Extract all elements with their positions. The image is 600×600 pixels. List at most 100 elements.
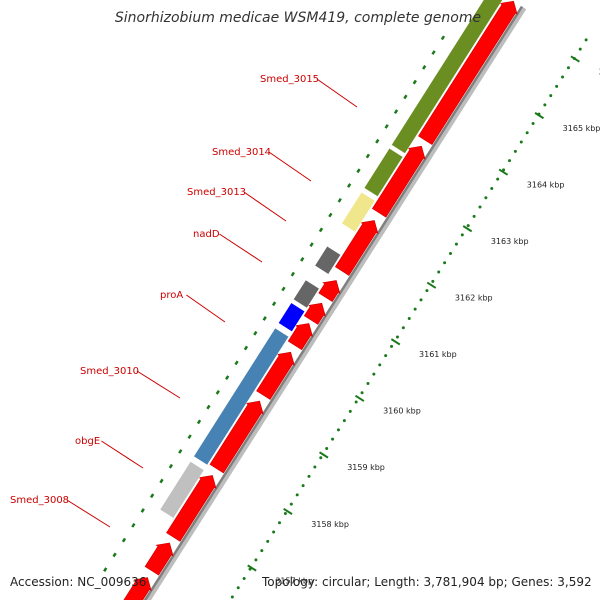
gene-marker bbox=[121, 537, 127, 543]
scale-dot bbox=[272, 530, 276, 534]
cds-arrow-0 bbox=[123, 577, 152, 600]
topology-summary: Topology: circular; Length: 3,781,904 bp… bbox=[261, 575, 592, 589]
scale-dot bbox=[395, 335, 399, 339]
cds-arrow-4 bbox=[256, 351, 295, 400]
cds-arrow-9 bbox=[371, 145, 426, 218]
scale-dot bbox=[401, 326, 405, 330]
gene-marker bbox=[403, 94, 408, 100]
gene-label-smed-3010[interactable]: Smed_3010 bbox=[80, 366, 139, 377]
gene-leader-line bbox=[186, 294, 226, 323]
tick-label: 3166 kbp bbox=[599, 67, 600, 76]
cds-arrow-1 bbox=[144, 542, 174, 576]
cds-arrow-10 bbox=[418, 0, 518, 145]
gene-leader-line bbox=[66, 499, 111, 528]
cds-arrow-8 bbox=[334, 220, 379, 276]
scale-dot bbox=[419, 298, 423, 302]
scale-dot bbox=[472, 214, 476, 218]
cds-arrow-7 bbox=[318, 280, 341, 303]
gene-feature-7 bbox=[159, 461, 205, 519]
scale-dot bbox=[242, 576, 246, 580]
gene-marker bbox=[112, 552, 117, 558]
tick-label: 3159 kbp bbox=[347, 463, 385, 472]
gene-leader-line bbox=[243, 191, 287, 222]
gene-marker bbox=[243, 345, 249, 351]
gene-marker bbox=[225, 375, 230, 380]
scale-dot bbox=[278, 521, 282, 525]
scale-dot bbox=[372, 372, 376, 376]
gene-leader-line bbox=[136, 370, 181, 399]
tick-mark bbox=[354, 394, 365, 402]
scale-dot bbox=[360, 391, 364, 395]
scale-dot bbox=[295, 493, 299, 497]
gene-label-proa[interactable]: proA bbox=[160, 290, 183, 301]
backbone-layer bbox=[143, 5, 527, 600]
scale-dot bbox=[454, 242, 458, 246]
gene-marker bbox=[281, 286, 286, 292]
scale-dot bbox=[431, 279, 435, 283]
gene-label-smed-3014[interactable]: Smed_3014 bbox=[212, 147, 271, 158]
scale-dot bbox=[566, 66, 570, 70]
scale-dot bbox=[478, 205, 482, 209]
tick-mark bbox=[462, 225, 473, 233]
scale-dot bbox=[319, 456, 323, 460]
tick-label: 3163 kbp bbox=[491, 237, 529, 246]
gene-marker bbox=[103, 567, 108, 572]
scale-dot bbox=[407, 316, 411, 320]
scale-dot bbox=[507, 159, 511, 163]
scale-dot bbox=[584, 38, 588, 42]
label-layer: Smed_3015 Smed_3014 Smed_3013 nadD proA Smed_… bbox=[10, 35, 446, 572]
scale-dot bbox=[378, 363, 382, 367]
gene-marker bbox=[149, 493, 155, 499]
cds-arrow-6 bbox=[303, 302, 326, 325]
tick-mark bbox=[390, 338, 401, 346]
gene-label-smed-3015[interactable]: Smed_3015 bbox=[260, 74, 319, 85]
scale-dot bbox=[384, 354, 388, 358]
gene-label-smed-3008[interactable]: Smed_3008 bbox=[10, 495, 69, 506]
feature-layer bbox=[159, 0, 503, 519]
gene-marker bbox=[337, 197, 342, 203]
gene-marker bbox=[318, 227, 324, 233]
backbone-shadow bbox=[143, 6, 527, 600]
scale-dot bbox=[443, 261, 447, 265]
tick-label: 3160 kbp bbox=[383, 407, 421, 416]
scale-dot bbox=[549, 94, 553, 98]
gene-marker bbox=[431, 50, 436, 55]
gene-label-nadd[interactable]: nadD bbox=[193, 229, 220, 240]
scale-dot bbox=[348, 409, 352, 413]
scale-dot bbox=[496, 177, 500, 181]
scale-dot bbox=[449, 251, 453, 255]
gene-feature-3 bbox=[314, 245, 342, 275]
gene-marker bbox=[262, 316, 267, 321]
gene-feature-6 bbox=[193, 327, 290, 466]
scale-dot bbox=[543, 103, 547, 107]
scale-dot bbox=[230, 595, 234, 599]
gene-marker bbox=[187, 434, 192, 440]
gene-label-obge[interactable]: obgE bbox=[75, 436, 100, 447]
scale-dot bbox=[390, 344, 394, 348]
gene-marker bbox=[196, 419, 202, 425]
tick-mark bbox=[319, 451, 329, 459]
scale-dot bbox=[283, 511, 287, 515]
scale-dot bbox=[513, 149, 517, 153]
gene-marker bbox=[159, 478, 164, 484]
tick-label: 3158 kbp bbox=[311, 520, 349, 529]
tick-mark bbox=[426, 281, 437, 289]
scale-dot bbox=[236, 586, 240, 590]
cds-arrow-5 bbox=[287, 323, 314, 351]
map-title: Sinorhizobium medicae WSM419, complete g… bbox=[115, 10, 481, 26]
scale-dot bbox=[301, 484, 305, 488]
cds-arrow-2 bbox=[166, 475, 217, 542]
gene-marker bbox=[234, 360, 239, 366]
scale-dot bbox=[531, 121, 535, 125]
cds-layer bbox=[123, 0, 518, 600]
scale-dot bbox=[525, 131, 529, 135]
scale-dot bbox=[519, 140, 523, 144]
tick-label: 3161 kbp bbox=[419, 350, 457, 359]
scale-dot bbox=[331, 437, 335, 441]
scale-dot bbox=[342, 419, 346, 423]
gene-label-smed-3013[interactable]: Smed_3013 bbox=[187, 187, 246, 198]
backbone-line bbox=[143, 5, 524, 600]
tick-label: 3162 kbp bbox=[455, 294, 493, 303]
gene-marker bbox=[131, 522, 136, 528]
